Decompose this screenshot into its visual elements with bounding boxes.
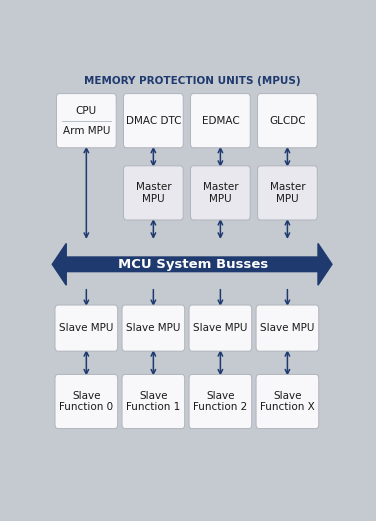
Text: Master
MPU: Master MPU [136, 182, 171, 204]
FancyBboxPatch shape [258, 166, 317, 220]
Text: Slave MPU: Slave MPU [126, 323, 180, 333]
FancyBboxPatch shape [191, 166, 250, 220]
Text: MCU System Busses: MCU System Busses [118, 258, 268, 271]
FancyBboxPatch shape [122, 305, 185, 351]
Text: Slave
Function X: Slave Function X [260, 391, 315, 412]
Text: EDMAC: EDMAC [202, 116, 239, 126]
FancyBboxPatch shape [123, 94, 183, 148]
Text: Slave MPU: Slave MPU [193, 323, 247, 333]
FancyBboxPatch shape [122, 375, 185, 429]
Text: Slave
Function 2: Slave Function 2 [193, 391, 247, 412]
FancyBboxPatch shape [123, 166, 183, 220]
FancyBboxPatch shape [55, 375, 118, 429]
FancyBboxPatch shape [55, 305, 118, 351]
Text: MEMORY PROTECTION UNITS (MPUS): MEMORY PROTECTION UNITS (MPUS) [84, 76, 301, 85]
FancyBboxPatch shape [56, 94, 116, 148]
FancyBboxPatch shape [191, 94, 250, 148]
Text: Slave
Function 1: Slave Function 1 [126, 391, 180, 412]
FancyBboxPatch shape [258, 94, 317, 148]
Text: Master
MPU: Master MPU [270, 182, 305, 204]
Polygon shape [52, 243, 332, 285]
Text: CPU: CPU [76, 106, 97, 117]
Text: Slave MPU: Slave MPU [260, 323, 315, 333]
Text: DMAC DTC: DMAC DTC [126, 116, 181, 126]
Text: Arm MPU: Arm MPU [63, 126, 110, 136]
FancyBboxPatch shape [189, 305, 252, 351]
FancyBboxPatch shape [189, 375, 252, 429]
Text: GLCDC: GLCDC [269, 116, 306, 126]
FancyBboxPatch shape [256, 305, 319, 351]
Text: Slave
Function 0: Slave Function 0 [59, 391, 114, 412]
FancyBboxPatch shape [256, 375, 319, 429]
Text: Slave MPU: Slave MPU [59, 323, 114, 333]
Text: Master
MPU: Master MPU [203, 182, 238, 204]
